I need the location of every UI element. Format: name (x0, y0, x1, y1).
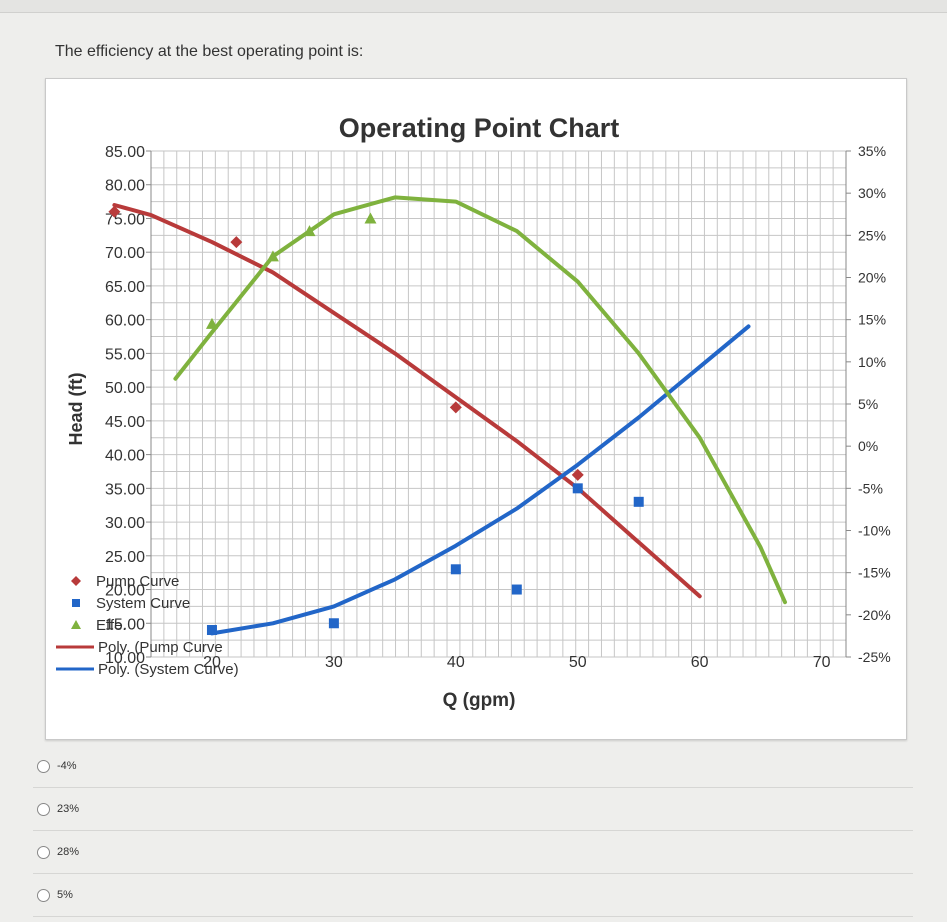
legend-label: System Curve (96, 595, 190, 612)
legend-pump-marker (71, 576, 81, 586)
y2-tick-label: 10% (858, 354, 886, 370)
system-point (633, 496, 644, 507)
radio-button[interactable] (37, 888, 50, 902)
y-tick-label: 45.00 (105, 414, 145, 431)
legend-label: Effe. (96, 617, 127, 634)
answer-option-4[interactable]: 5% (33, 874, 913, 917)
legend-label: Pump Curve (96, 573, 179, 590)
y2-tick-label: 20% (858, 270, 886, 286)
radio-button[interactable] (37, 759, 50, 773)
pump-point (449, 401, 462, 414)
question-text: The efficiency at the best operating poi… (55, 43, 364, 60)
pump-point (571, 468, 584, 481)
answer-label: 28% (57, 846, 80, 858)
legend-system-marker (72, 599, 80, 607)
y2-tick-label: 15% (858, 312, 886, 328)
radio-button[interactable] (37, 802, 50, 816)
x-tick-label: 50 (569, 654, 587, 671)
y-tick-label: 40.00 (105, 448, 145, 465)
answer-option-2[interactable]: 23% (33, 788, 913, 831)
series (108, 195, 787, 636)
y-tick-label: 80.00 (105, 178, 145, 195)
answer-label: -4% (57, 760, 77, 772)
answer-list: -4% 23% 28% 5% (33, 745, 913, 917)
y2-tick-label: 5% (858, 396, 878, 412)
system-point (450, 564, 461, 575)
x-tick-label: 40 (447, 654, 465, 671)
operating-point-chart: 10.00 15.00 20.00 25.00 30.00 35.00 40.00 45.00… (56, 113, 891, 711)
chart-card: 10.00 15.00 20.00 25.00 30.00 35.00 40.00 45.00… (45, 78, 907, 740)
x-axis-label: Q (gpm) (443, 690, 516, 711)
legend-effe-marker (71, 620, 81, 629)
answer-option-1[interactable]: -4% (33, 745, 913, 788)
y2-tick-label: -10% (858, 523, 891, 539)
y2-tick-label: -25% (858, 649, 891, 665)
y-tick-label: 25.00 (105, 549, 145, 566)
y2-tick-label: 35% (858, 143, 886, 159)
y2-tick-label: 30% (858, 185, 886, 201)
legend-label: Poly. (Pump Curve (98, 639, 223, 656)
series-line (173, 195, 787, 605)
system-point (328, 618, 339, 629)
axes: 10.00 15.00 20.00 25.00 30.00 35.00 40.00 45.00… (105, 143, 891, 671)
y-axis-label: Head (ft) (66, 373, 86, 446)
effe-point (266, 250, 279, 262)
y-tick-label: 70.00 (105, 245, 145, 262)
x-tick-label: 60 (691, 654, 709, 671)
y2-tick-label: -5% (858, 480, 883, 496)
y-tick-label: 35.00 (105, 481, 145, 498)
pump-point (230, 236, 243, 249)
system-point (572, 483, 583, 494)
pump-point (108, 205, 121, 218)
system-point (511, 584, 522, 595)
legend-label: Poly. (System Curve) (98, 661, 239, 678)
system-point (206, 625, 217, 636)
x-tick-label: 70 (813, 654, 831, 671)
y2-tick-label: -15% (858, 565, 891, 581)
x-tick-label: 20 (203, 654, 221, 671)
y-tick-label: 20.00 (105, 583, 145, 600)
x-tick-label: 30 (325, 654, 343, 671)
effe-point (205, 317, 218, 329)
y-tick-label: 60.00 (105, 313, 145, 330)
effe-point (303, 225, 316, 237)
y2-tick-label: 0% (858, 438, 878, 454)
chart-title: Operating Point Chart (339, 113, 620, 143)
y-tick-label: 65.00 (105, 279, 145, 296)
series-line (112, 203, 702, 599)
radio-button[interactable] (37, 845, 50, 859)
effe-point (364, 212, 377, 224)
y-tick-label: 85.00 (105, 144, 145, 161)
top-bar (0, 0, 947, 13)
y-tick-label: 15.00 (105, 616, 145, 633)
y-tick-label: 50.00 (105, 380, 145, 397)
grid (150, 150, 847, 658)
y2-tick-label: 25% (858, 227, 886, 243)
answer-label: 5% (57, 889, 73, 901)
legend: Pump Curve System Curve Effe. Poly. (Pump C… (56, 573, 239, 678)
answer-label: 23% (57, 803, 80, 815)
y-tick-label: 10.00 (105, 650, 145, 667)
answer-option-3[interactable]: 28% (33, 831, 913, 874)
y-tick-label: 55.00 (105, 346, 145, 363)
y-tick-label: 30.00 (105, 515, 145, 532)
y2-tick-label: -20% (858, 607, 891, 623)
